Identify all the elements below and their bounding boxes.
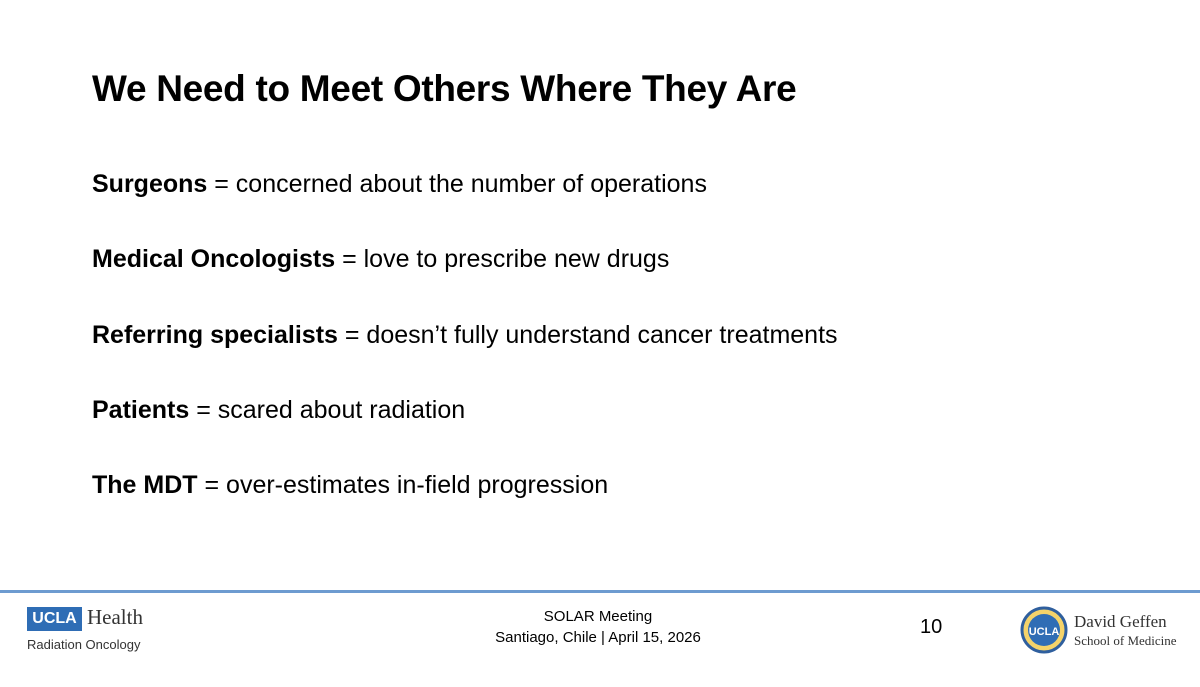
item-term: Surgeons [92,170,208,198]
item-text: = love to prescribe new drugs [342,245,670,274]
ucla-badge: UCLA [27,607,82,631]
item-term: Patients [92,395,190,424]
item-text: = concerned about the number of operatio… [214,170,707,198]
school-name: David Geffen [1074,612,1167,631]
seal: UCLA [1020,606,1068,654]
page-number: 10 [920,616,943,638]
seal-center [1028,614,1060,646]
item: Patients = scared about radiation [92,396,465,425]
item-term: Medical Oncologists [92,245,336,274]
badge-text: UCLA [32,610,77,627]
item-text: = scared about radiation [196,395,466,424]
item: The MDT = over-estimates in-field progre… [92,471,608,500]
logo-name: Health [87,605,143,629]
department: Radiation Oncology [27,637,141,652]
item: Referring specialists = doesn’t fully un… [92,321,838,350]
item-term: The MDT [92,471,198,500]
item: Medical Oncologists = love to prescribe … [92,245,669,274]
slide-title: We Need to Meet Others Where They Are [92,68,797,109]
item-text: = over-estimates in-field progression [204,471,609,500]
item-text: = doesn’t fully understand cancer treatm… [344,320,838,349]
footer-rule [0,590,1200,593]
meeting-name: SOLAR Meeting [543,608,653,625]
school-sub: School of Medicine [1074,633,1177,648]
seal-text: UCLA [1029,626,1060,638]
meeting-place-date: Santiago, Chile | April 15, 2026 [495,629,701,646]
item: Surgeons = concerned about the number of… [92,170,707,199]
item-term: Referring specialists [92,320,338,349]
